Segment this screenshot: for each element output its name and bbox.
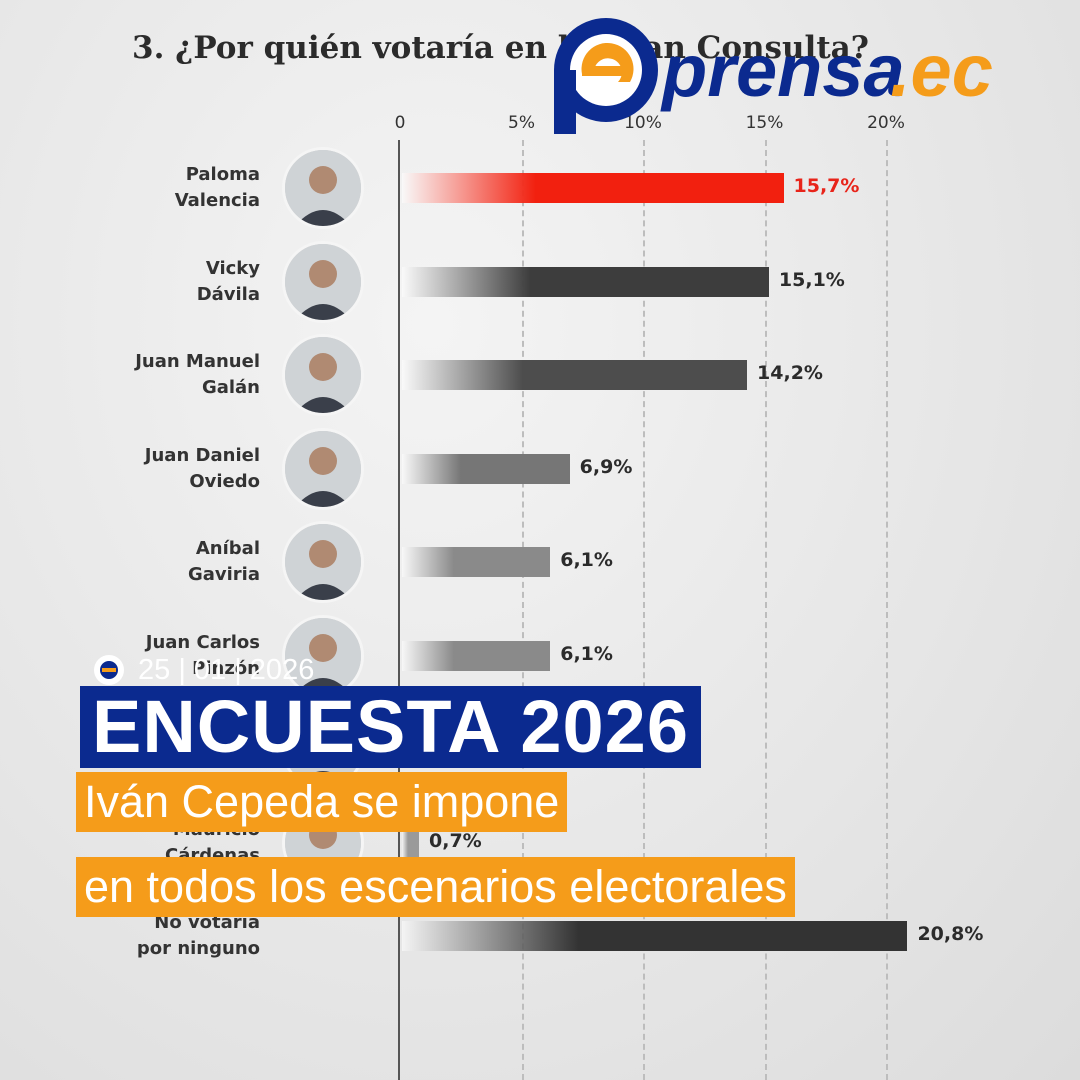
category-label: No votaría por ninguno	[136, 912, 260, 959]
bar	[402, 640, 551, 671]
bar	[402, 360, 748, 390]
gridline	[643, 140, 645, 1080]
gridline	[886, 140, 888, 1080]
value-label: 6,1%	[560, 642, 613, 665]
value-label: 6,9%	[579, 455, 633, 478]
category-label: Vicky Dávila	[196, 257, 260, 305]
x-tick-label: 5%	[508, 113, 535, 133]
bar	[402, 827, 419, 858]
gridline	[521, 140, 524, 1080]
candidate-photo	[282, 334, 364, 416]
value-label: 20,8%	[917, 923, 984, 945]
candidate-photo	[282, 147, 364, 229]
x-tick-label: 0	[394, 113, 406, 133]
value-label: 15,1%	[778, 268, 845, 291]
category-label: Aníbal Gaviria	[187, 538, 260, 585]
logo-tld: .ec	[890, 29, 993, 112]
bar	[402, 921, 908, 951]
prensa-ec-logo: prensa .ec	[554, 18, 993, 134]
value-label: 0,7%	[429, 829, 482, 852]
candidate-photo	[282, 427, 364, 510]
candidate-photo	[282, 240, 364, 323]
bar	[402, 173, 784, 203]
publication-date: 25 | 01 | 2026	[138, 653, 315, 686]
candidate-photo	[282, 521, 364, 603]
gridline	[764, 140, 767, 1080]
y-axis-line	[398, 140, 400, 1080]
value-label: 15,7%	[793, 175, 860, 197]
value-label: 14,2%	[757, 362, 823, 384]
bar	[402, 266, 769, 297]
date-line: 25 | 01 | 2026	[92, 653, 314, 687]
value-label: 6,1%	[560, 549, 613, 571]
headline: ENCUESTA 2026	[80, 686, 701, 768]
subtitle-line-1: Iván Cepeda se impone	[76, 772, 568, 832]
x-tick-label: 15%	[745, 113, 784, 133]
category-label: Paloma Valencia	[174, 164, 260, 211]
x-tick-label: 20%	[867, 113, 905, 133]
x-tick-label: 10%	[624, 113, 662, 133]
category-label: Juan Daniel Oviedo	[144, 444, 260, 492]
bar	[402, 453, 570, 484]
subtitle-line-2: en todos los escenarios electorales	[76, 857, 795, 917]
category-label: Juan Manuel Galán	[135, 351, 260, 398]
chart-title: 3. ¿Por quién votaría en la Gran Consult…	[132, 30, 869, 66]
category-label: Juan Carlos Pinzón	[145, 631, 260, 679]
logo-wordmark: prensa	[660, 29, 905, 112]
brand-mark-icon	[94, 655, 124, 685]
bar	[402, 547, 551, 577]
